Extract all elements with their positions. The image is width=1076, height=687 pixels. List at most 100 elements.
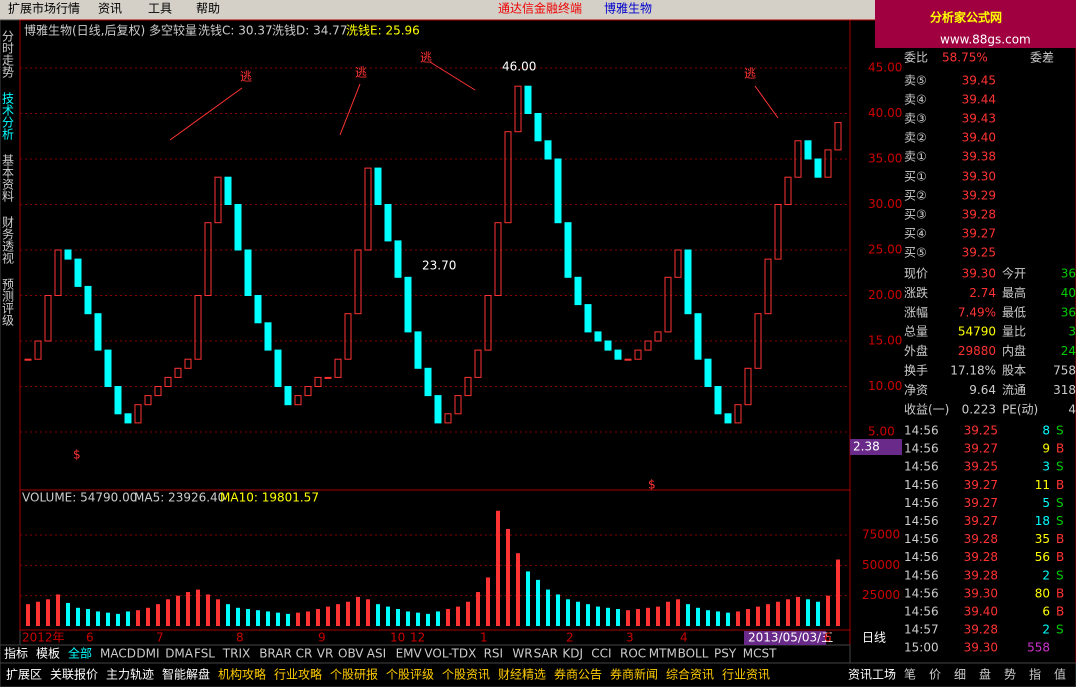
- indicator-tab[interactable]: BOLL: [678, 647, 709, 661]
- stat-label: 涨跌: [904, 285, 928, 300]
- bottom-tab[interactable]: 机构攻略: [218, 667, 266, 682]
- indicator-tab[interactable]: ASI: [367, 647, 386, 661]
- indicator-tab[interactable]: MACD: [100, 647, 136, 661]
- trade-side: S: [1056, 424, 1064, 438]
- side-tab[interactable]: 分时走势: [1, 30, 15, 78]
- volume-bar: [86, 609, 90, 626]
- candle: [44, 295, 52, 342]
- menu-item[interactable]: 工具: [148, 2, 172, 16]
- volume-bar: [756, 606, 760, 626]
- bottom-tab[interactable]: 综合资讯: [666, 667, 714, 682]
- volume-bar: [616, 609, 620, 626]
- bottom-tab[interactable]: 资讯工场: [848, 668, 896, 682]
- quote-tab[interactable]: 势: [1004, 668, 1016, 682]
- bottom-tab[interactable]: 行业资讯: [722, 668, 770, 682]
- bottom-tab[interactable]: 个股评级: [386, 668, 434, 682]
- book-price: 39.27: [962, 227, 996, 241]
- indicator-tab[interactable]: TRIX: [222, 647, 250, 661]
- volume-bar: [56, 594, 60, 626]
- indicator-tab[interactable]: VOL-TDX: [424, 647, 476, 661]
- book-label: 卖⑤: [904, 74, 927, 88]
- date-label: 8: [236, 631, 244, 645]
- volume-bar: [506, 528, 510, 626]
- bottom-tab[interactable]: 个股研报: [330, 667, 378, 682]
- indicator-tab[interactable]: DMA: [165, 647, 194, 661]
- trade-side: S: [1056, 568, 1064, 582]
- trade-time: 14:56: [904, 460, 939, 474]
- candle: [734, 404, 742, 424]
- volume-bar: [186, 592, 190, 626]
- indicator-tab[interactable]: SAR: [534, 647, 558, 661]
- volume-bar: [206, 594, 210, 626]
- menu-item[interactable]: 扩展市场行情: [8, 1, 80, 16]
- candle: [724, 413, 732, 424]
- indicator-tab[interactable]: MCST: [743, 647, 777, 661]
- volume-bar: [226, 604, 230, 626]
- indicator-tab[interactable]: EMV: [396, 647, 423, 661]
- candle: [354, 249, 362, 315]
- candle: [404, 276, 412, 333]
- candle: [414, 331, 422, 369]
- side-tab[interactable]: 财务透视: [1, 216, 15, 264]
- indicator-tab[interactable]: CCI: [591, 647, 611, 661]
- indicator-tab[interactable]: 模板: [36, 647, 60, 661]
- bottom-tab[interactable]: 个股资讯: [442, 668, 490, 682]
- indicator-tab[interactable]: CR: [296, 647, 313, 661]
- indicator-tab[interactable]: DMI: [136, 647, 159, 661]
- bottom-tab[interactable]: 智能解盘: [162, 667, 210, 682]
- quote-tab[interactable]: 值: [1054, 667, 1066, 682]
- indicator-tab[interactable]: OBV: [338, 647, 364, 661]
- period-label: 日线: [862, 631, 886, 645]
- stat-label: 涨幅: [904, 304, 928, 319]
- volume-bar: [336, 604, 340, 626]
- quote-tab[interactable]: 指: [1029, 667, 1041, 682]
- volume-bar: [196, 589, 200, 626]
- y-tick-label: 30.00: [868, 197, 902, 211]
- volume-bar: [576, 601, 580, 626]
- indicator-tab[interactable]: MTM: [649, 647, 677, 661]
- volume-bar: [476, 592, 480, 626]
- indicator-tab[interactable]: RSI: [484, 647, 504, 661]
- candle: [604, 340, 612, 351]
- side-tab[interactable]: 技术分析: [1, 92, 15, 141]
- volume-bar: [116, 613, 120, 626]
- bottom-tab[interactable]: 券商新闻: [610, 667, 658, 682]
- trade-time: 14:56: [904, 424, 939, 438]
- quote-tab[interactable]: 价: [929, 668, 941, 682]
- menu-item[interactable]: 帮助: [196, 2, 220, 16]
- volume-bar: [356, 596, 360, 626]
- indicator-tab[interactable]: FSL: [194, 647, 215, 661]
- trade-side: B: [1056, 605, 1064, 619]
- side-tab[interactable]: 预测评级: [1, 278, 15, 326]
- indicator-tab[interactable]: KDJ: [562, 647, 583, 661]
- candle: [184, 358, 192, 369]
- menu-item[interactable]: 资讯: [98, 2, 122, 16]
- trade-side: B: [1056, 478, 1064, 492]
- stat-label: 内盘: [1002, 343, 1026, 358]
- indicator-value: 洗钱D: 34.77: [272, 23, 347, 38]
- bottom-tab[interactable]: 关联报价: [50, 667, 98, 682]
- bottom-tab[interactable]: 财经精选: [498, 668, 546, 682]
- quote-tab[interactable]: 细: [954, 668, 966, 682]
- indicator-tab[interactable]: PSY: [714, 647, 737, 661]
- bottom-tab[interactable]: 主力轨迹: [106, 668, 154, 682]
- indicator-tab[interactable]: 指标: [4, 646, 28, 661]
- indicator-tab[interactable]: BRAR: [259, 647, 292, 661]
- indicator-tab[interactable]: WR: [512, 647, 532, 661]
- bottom-tab[interactable]: 券商公告: [554, 667, 602, 682]
- indicator-tab[interactable]: VR: [317, 647, 334, 661]
- stat-value: 758: [1053, 364, 1076, 378]
- bottom-tab[interactable]: 扩展区: [6, 668, 42, 682]
- candle: [424, 367, 432, 397]
- bottom-tab[interactable]: 行业攻略: [274, 667, 322, 682]
- stat-value: 7.49%: [958, 305, 996, 319]
- candle: [224, 176, 232, 205]
- trade-volume: 11: [1035, 478, 1050, 492]
- quote-tab[interactable]: 笔: [904, 667, 916, 682]
- indicator-tab[interactable]: 全部: [68, 646, 92, 661]
- annotation: 逃: [240, 70, 252, 84]
- quote-tab[interactable]: 盘: [979, 667, 991, 682]
- side-tab[interactable]: 基本资料: [1, 154, 15, 202]
- trade-side: S: [1056, 496, 1064, 510]
- indicator-tab[interactable]: ROC: [620, 647, 646, 661]
